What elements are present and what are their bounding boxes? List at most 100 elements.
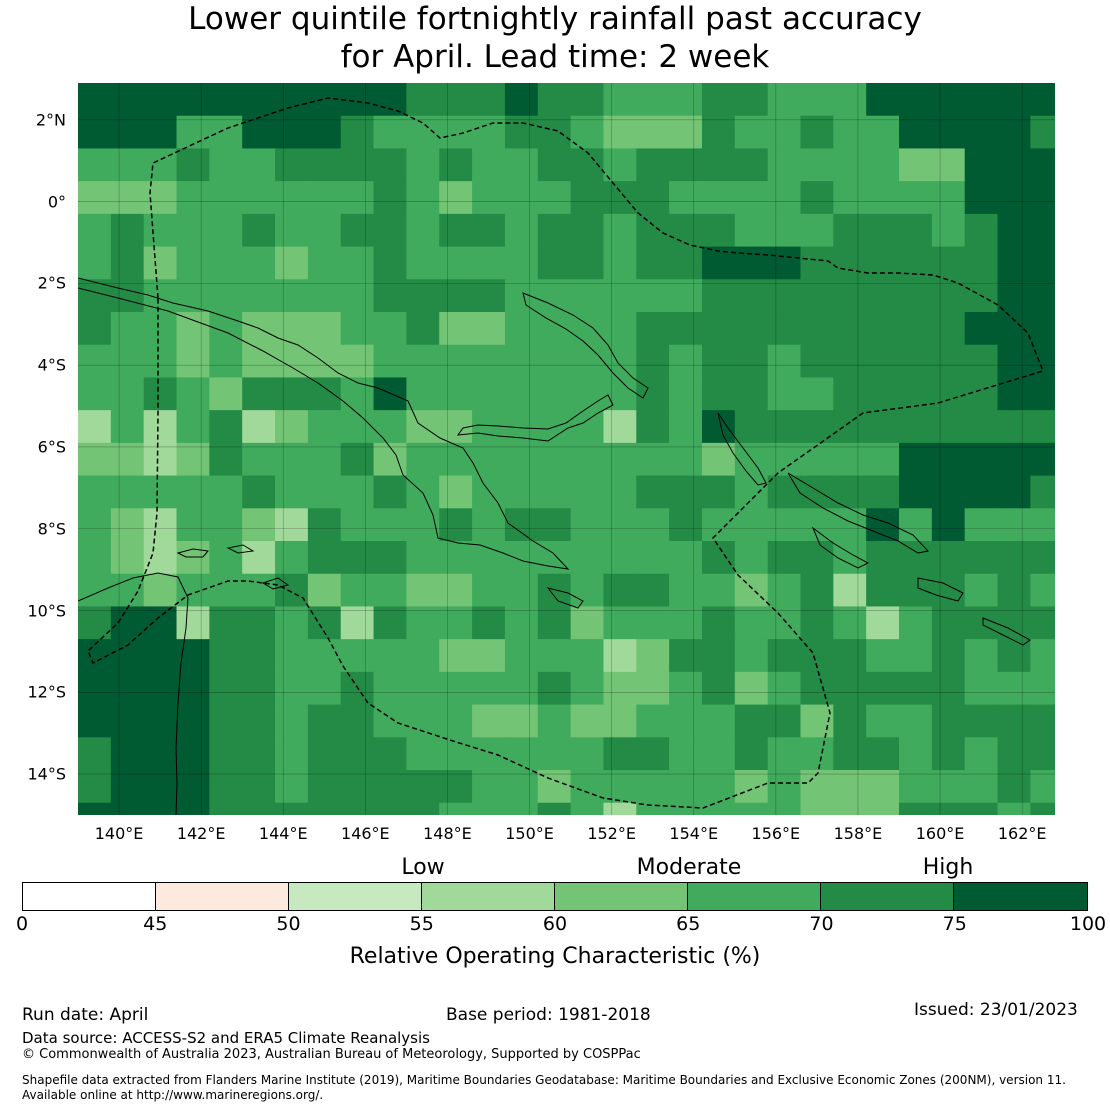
longitude-label: 144°E bbox=[258, 824, 308, 843]
grid-cell bbox=[899, 508, 933, 542]
grid-cell bbox=[209, 279, 243, 313]
grid-cell bbox=[800, 115, 834, 150]
grid-cell bbox=[472, 802, 506, 815]
grid-cell bbox=[78, 737, 112, 771]
grid-cell bbox=[603, 181, 637, 215]
grid-cell bbox=[734, 115, 769, 150]
grid-cell bbox=[242, 115, 276, 150]
grid-cell bbox=[275, 312, 309, 346]
grid-cell bbox=[439, 344, 473, 379]
longitude-label: 142°E bbox=[176, 824, 226, 843]
grid-cell bbox=[833, 344, 867, 379]
map-plot bbox=[78, 83, 1055, 815]
grid-cell bbox=[964, 475, 999, 509]
grid-cell bbox=[143, 410, 178, 444]
grid-cell bbox=[964, 83, 999, 117]
grid-cell bbox=[800, 442, 834, 477]
grid-cell bbox=[734, 344, 769, 379]
grid-cell bbox=[340, 148, 375, 182]
grid-cell bbox=[997, 377, 1031, 411]
grid-cell bbox=[242, 639, 276, 673]
grid-cell bbox=[603, 475, 637, 509]
grid-cell bbox=[78, 213, 112, 248]
grid-cell bbox=[833, 737, 867, 771]
grid-cell bbox=[537, 213, 572, 248]
grid-cell bbox=[340, 442, 375, 477]
grid-cell bbox=[373, 115, 407, 150]
grid-cell bbox=[406, 115, 440, 150]
grid-cell bbox=[439, 312, 473, 346]
colorbar-segment bbox=[954, 883, 1087, 910]
grid-cell bbox=[800, 606, 834, 640]
grid-cell bbox=[1030, 541, 1055, 575]
latitude-label: 4°S bbox=[37, 355, 66, 375]
grid-cell bbox=[964, 802, 999, 815]
longitude-label: 146°E bbox=[341, 824, 390, 843]
grid-cell bbox=[669, 802, 703, 815]
grid-cell bbox=[899, 573, 933, 608]
grid-cell bbox=[78, 279, 112, 313]
grid-cell bbox=[669, 410, 703, 444]
grid-cell bbox=[439, 246, 473, 280]
grid-cell bbox=[800, 246, 834, 280]
grid-cell bbox=[537, 671, 572, 706]
grid-cell bbox=[242, 410, 276, 444]
grid-cell bbox=[603, 410, 637, 444]
grid-cell bbox=[275, 213, 309, 248]
grid-cell bbox=[78, 181, 112, 215]
grid-cell bbox=[537, 606, 572, 640]
grid-cell bbox=[110, 246, 145, 280]
longitude-label: 162°E bbox=[997, 824, 1047, 843]
grid-cell bbox=[800, 213, 834, 248]
grid-cell bbox=[669, 181, 703, 215]
grid-cell bbox=[406, 344, 440, 379]
grid-cell bbox=[899, 541, 933, 575]
grid-cell bbox=[767, 312, 802, 346]
grid-cell bbox=[899, 442, 933, 477]
grid-cell bbox=[78, 410, 112, 444]
grid-cell bbox=[1030, 573, 1055, 608]
colorbar-segment bbox=[821, 883, 954, 910]
grid-cell bbox=[866, 246, 900, 280]
grid-cell bbox=[669, 442, 703, 477]
grid-cell bbox=[767, 246, 802, 280]
grid-cell bbox=[833, 246, 867, 280]
grid-cell bbox=[669, 671, 703, 706]
grid-cell bbox=[439, 442, 473, 477]
grid-cell bbox=[406, 377, 440, 411]
grid-cell bbox=[143, 802, 178, 815]
louisiade-coastline bbox=[546, 587, 584, 609]
grid-cell bbox=[669, 115, 703, 150]
grid-cell bbox=[669, 344, 703, 379]
grid-cell bbox=[931, 639, 966, 673]
grid-cell bbox=[110, 508, 145, 542]
grid-cell bbox=[406, 442, 440, 477]
grid-cell bbox=[176, 148, 210, 182]
grid-cell bbox=[110, 442, 145, 477]
shapefile-credit-line-1: Shapefile data extracted from Flanders M… bbox=[22, 1073, 1066, 1087]
longitude-label: 160°E bbox=[915, 824, 965, 843]
grid-cell bbox=[242, 475, 276, 509]
grid-cell bbox=[767, 606, 802, 640]
grid-cell bbox=[209, 704, 243, 738]
grid-cell bbox=[537, 344, 572, 379]
grid-cell bbox=[701, 442, 736, 477]
grid-cell bbox=[504, 377, 539, 411]
grid-cell bbox=[504, 475, 539, 509]
grid-cell bbox=[603, 246, 637, 280]
solomons-south-chain bbox=[811, 526, 870, 569]
longitude-label: 158°E bbox=[833, 824, 883, 843]
grid-cell bbox=[307, 410, 342, 444]
colorbar-tick-label: 55 bbox=[409, 913, 434, 935]
grid-cell bbox=[669, 606, 703, 640]
grid-cell bbox=[340, 83, 375, 117]
latitude-label: 6°S bbox=[37, 437, 66, 457]
grid-cell bbox=[833, 639, 867, 673]
grid-cell bbox=[931, 770, 966, 804]
grid-cell bbox=[866, 442, 900, 477]
grid-cell bbox=[439, 115, 473, 150]
grid-cell bbox=[800, 475, 834, 509]
grid-cell bbox=[767, 148, 802, 182]
grid-cell bbox=[636, 704, 670, 738]
grid-cell bbox=[931, 737, 966, 771]
